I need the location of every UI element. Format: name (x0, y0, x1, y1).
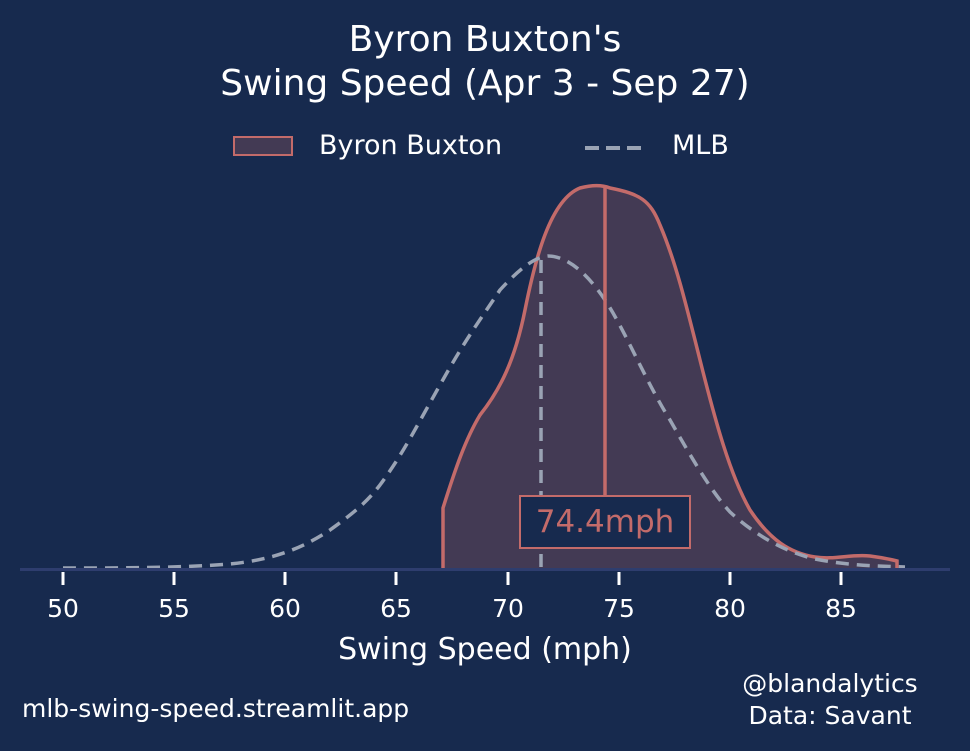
footer-source: Data: Savant (748, 701, 912, 730)
x-axis-ticks (61, 572, 843, 585)
tick-label: 65 (380, 594, 412, 623)
chart-title-line2: Swing Speed (Apr 3 - Sep 27) (220, 63, 750, 104)
x-axis-label: Swing Speed (mph) (338, 632, 632, 667)
player-density-line (441, 183, 899, 569)
tick-label: 70 (492, 594, 524, 623)
footer-site-url: mlb-swing-speed.streamlit.app (22, 694, 410, 723)
footer-credits: @blandalytics Data: Savant (730, 668, 930, 732)
tick-label: 80 (714, 594, 746, 623)
tick-label: 50 (47, 594, 79, 623)
median-annotation: 74.4mph (519, 495, 691, 549)
chart-title: Byron Buxton's Swing Speed (Apr 3 - Sep … (0, 18, 970, 106)
tick-label: 85 (825, 594, 857, 623)
tick-label: 75 (603, 594, 635, 623)
x-axis-tick-labels: 50 55 60 65 70 75 80 85 (47, 594, 857, 623)
tick-label: 55 (158, 594, 190, 623)
legend-player-label: Byron Buxton (319, 130, 503, 161)
legend: Byron Buxton MLB (0, 128, 970, 168)
league-density-line (62, 254, 906, 570)
player-density-area (443, 185, 897, 569)
chart-title-line1: Byron Buxton's (348, 19, 622, 60)
legend-league-dash-icon (585, 146, 647, 150)
legend-player-swatch-icon (233, 136, 293, 156)
tick-label: 60 (269, 594, 301, 623)
legend-league-label: MLB (672, 130, 729, 161)
footer-handle: @blandalytics (742, 669, 918, 698)
